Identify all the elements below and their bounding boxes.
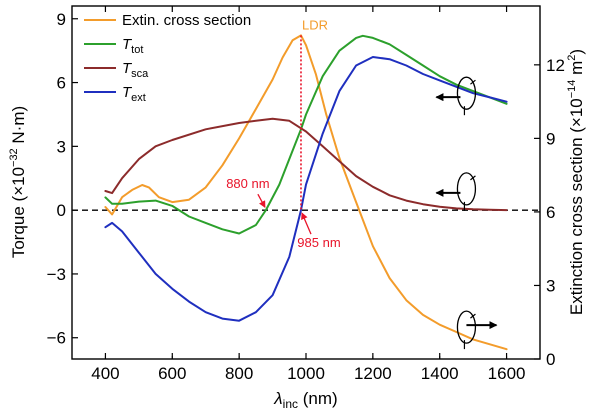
y-right-tick-label: 12 [546,56,565,75]
x-tick-label: 1200 [354,364,392,383]
x-tick-label: 800 [225,364,253,383]
wavelength-annotations: 880 nm 985 nm [226,176,340,250]
series-line-tsca [104,117,508,212]
legend-label-tsca: Tsca [122,60,149,80]
series-line-extin-cross-section [104,34,508,351]
ldr-annotation: LDR [300,17,328,211]
y-axis-right: 0 3 6 9 12 [534,56,565,369]
y-right-tick-label: 9 [546,129,555,148]
annotation-880nm: 880 nm [226,176,269,191]
legend-label-ttot: Ttot [122,36,143,56]
rotation-icon-right-3 [456,310,498,350]
series-group [104,34,508,351]
y-left-tick-label: −6 [47,329,66,348]
y-right-tick-label: 0 [546,350,555,369]
y-left-tick-label: −3 [47,265,66,284]
torque-icons [435,76,498,350]
y-right-tick-label: 6 [546,203,555,222]
x-tick-label: 1400 [421,364,459,383]
legend-label-extin-cross-section: Extin. cross section [122,12,251,29]
series-line-text [104,56,508,322]
y-left-tick-label: 9 [57,10,66,29]
y-left-tick-label: 3 [57,137,66,156]
annotation-985nm: 985 nm [297,235,340,250]
ldr-label: LDR [302,17,328,32]
x-tick-label: 400 [91,364,119,383]
y-axis-left: −6 −3 0 3 6 9 [47,10,78,348]
x-axis-label: λinc (nm) [273,389,337,411]
rotation-icon-left-2 [435,172,477,211]
x-tick-label: 1000 [287,364,325,383]
legend: Extin. cross section Ttot Tsca Text [84,12,251,104]
x-tick-label: 1600 [488,364,526,383]
y-left-tick-label: 0 [57,201,66,220]
annotation-880nm-arrow [257,193,266,209]
x-axis: 400 600 800 1000 1200 1400 1600 [91,6,525,383]
x-tick-label: 600 [158,364,186,383]
y-axis-right-label: Extinction cross section (×10−14 m2) [566,49,586,315]
annotation-985nm-arrow [301,212,312,235]
rotation-icon-left-1 [435,76,477,116]
y-left-tick-label: 6 [57,74,66,93]
legend-label-text: Text [122,84,146,104]
y-axis-left-label: Torque (×10−32 N·m) [8,106,28,258]
y-right-tick-label: 3 [546,276,555,295]
series-line-ttot [104,34,508,235]
